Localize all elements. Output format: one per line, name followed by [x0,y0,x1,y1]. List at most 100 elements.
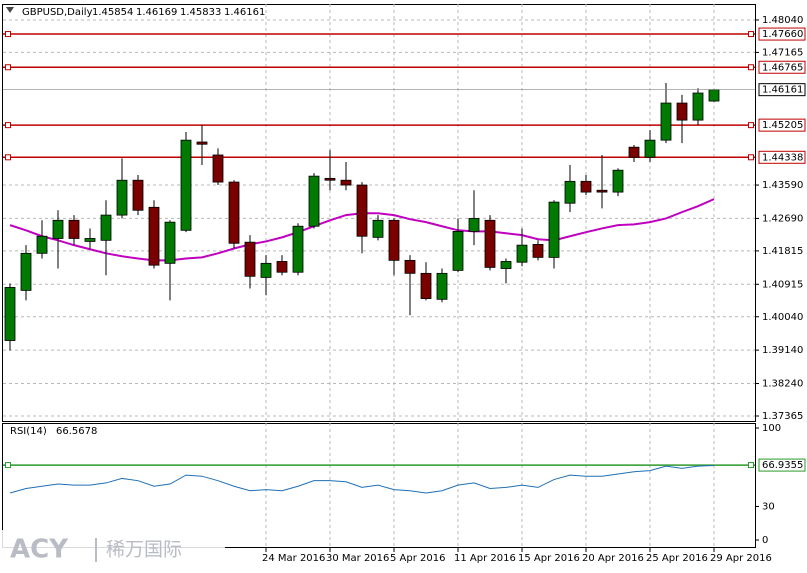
candle-body [356,184,368,237]
candle-body [52,219,64,239]
rsi-y-tick-label: 30 [762,501,775,512]
x-tick-label: 24 Mar 2016 [262,553,325,564]
candle-body [436,272,448,300]
watermark-bg [0,530,225,570]
level-label: 1.44338 [762,152,803,163]
y-tick-label: 1.42690 [762,213,803,224]
rsi-level-tag [758,458,806,472]
level-tag [758,27,806,41]
y-tick-label: 1.39140 [762,345,803,356]
x-tick-label: 5 Apr 2016 [390,553,445,564]
candle-body [324,177,336,181]
y-tick-label: 1.37365 [762,411,803,422]
header-high: 1.46169 [136,7,177,18]
candle-body [196,141,208,145]
candle-body [372,219,384,238]
candle-body [244,241,256,277]
rsi-panel [2,423,756,548]
candle-body [564,180,576,204]
rsi-name: RSI(14) [10,426,47,437]
level-marker [5,154,11,161]
candle-body [468,218,480,232]
level-tag [758,150,806,164]
y-tick-label: 1.47165 [762,47,803,58]
level-label: 1.45205 [762,120,803,131]
candle-body [164,221,176,264]
candle-body [100,214,112,241]
candle-body [84,238,96,242]
candle-body [580,180,592,193]
x-tick-label: 20 Apr 2016 [582,553,644,564]
x-tick-label: 25 Apr 2016 [646,553,708,564]
level-label: 1.46765 [762,62,803,73]
rsi-line [9,464,715,494]
candle-body [708,89,720,102]
rsi-y-tick-label: 100 [762,423,781,434]
candle-body [276,261,288,273]
candle-body [404,259,416,274]
candle-body [548,201,560,258]
level-marker [748,122,754,129]
candle-body [20,252,32,291]
rsi-y-tick-label: 0 [762,535,768,546]
y-tick-label: 1.43590 [762,180,803,191]
candle-body [36,235,48,254]
y-tick-label: 1.38240 [762,379,803,390]
candle-body [692,92,704,121]
candle-body [596,189,608,193]
rsi-level-marker [5,462,11,469]
level-tag [758,60,806,74]
header-icon [6,7,14,13]
level-marker [748,31,754,38]
y-tick-label: 1.40915 [762,279,803,290]
level-marker [5,31,11,38]
candle-body [644,139,656,158]
y-tick-label: 1.40040 [762,312,803,323]
candle-body [148,206,160,266]
candle-body [228,181,240,244]
candle-body [116,179,128,216]
chart-title: GBPUSD,Daily [22,7,93,18]
header-open: 1.45854 [92,7,133,18]
x-tick-label: 29 Apr 2016 [710,553,772,564]
level-marker [5,122,11,129]
candle-body [628,146,640,158]
x-tick-label: 30 Mar 2016 [326,553,389,564]
candle-body [132,179,144,211]
price-tag-label: 1.46161 [762,85,803,96]
watermark-brand: ACY [10,535,69,565]
price-tag [758,83,806,97]
y-tick-label: 1.41815 [762,246,803,257]
candle-body [516,244,528,263]
candle-body [420,272,432,299]
x-tick-label: 15 Apr 2016 [518,553,580,564]
watermark-name: 稀万国际 [106,539,182,561]
y-tick-label: 1.48040 [762,15,803,26]
candle-body [388,219,400,261]
level-label: 1.47660 [762,29,803,40]
candle-body [484,219,496,268]
header-low: 1.45833 [180,7,221,18]
candle-body [452,231,464,271]
candle-body [500,261,512,269]
axes: 1.48040 1.47165 1.43590 1.42690 1.41815 1.409… [262,15,806,564]
plot [3,31,755,494]
candle-body [180,139,192,231]
rsi-level-marker [748,462,754,469]
header-close: 1.46161 [224,7,265,18]
candle-body [676,102,688,121]
candle-body [260,262,272,278]
level-marker [748,64,754,71]
level-marker [748,154,754,161]
grid [3,4,755,548]
candle-body [308,175,320,227]
candle-body [532,244,544,258]
candle-body [4,287,16,341]
candle-body [292,225,304,273]
level-marker [5,64,11,71]
candle-body [660,102,672,141]
candle-body [68,219,80,239]
level-tag [758,118,806,132]
